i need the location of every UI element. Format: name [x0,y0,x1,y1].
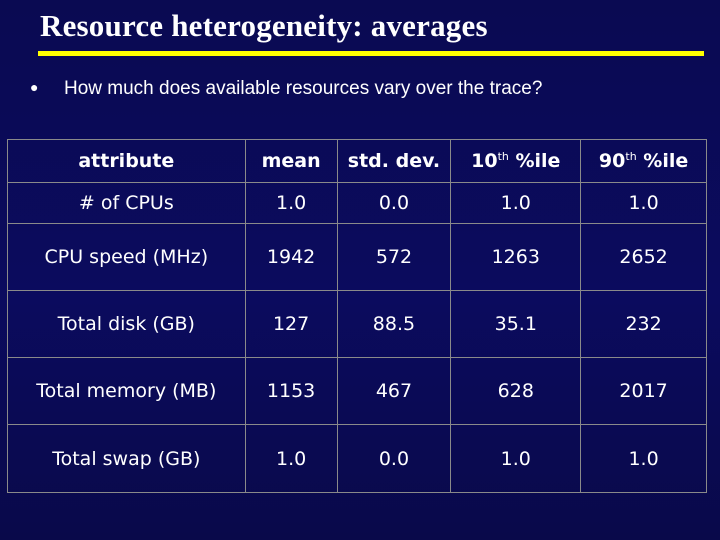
cell-mean: 127 [244,290,338,358]
header-10th-number: 10 [471,150,498,172]
cell-attribute: CPU speed (MHz) [7,223,246,291]
cell-mean: 1.0 [244,182,338,224]
cell-10th-percentile: 1.0 [450,424,582,493]
cell-90th-percentile: 1.0 [580,424,707,493]
cell-10th-percentile: 1263 [450,223,582,291]
cell-attribute: Total swap (GB) [7,424,246,493]
table-row: Total memory (MB) 1153 467 628 2017 [7,357,707,425]
cell-stddev: 0.0 [336,424,452,493]
header-10th-label: %ile [508,150,561,172]
title-underline [38,51,704,56]
cell-attribute: # of CPUs [7,182,246,224]
cell-mean: 1942 [244,223,338,291]
cell-90th-percentile: 2652 [580,223,707,291]
cell-stddev: 467 [336,357,452,425]
bullet-icon: ● [30,79,39,95]
header-10th-percentile: 10th %ile [450,139,582,183]
cell-mean: 1153 [244,357,338,425]
cell-attribute: Total memory (MB) [7,357,246,425]
header-attribute: attribute [7,139,246,183]
cell-stddev: 0.0 [336,182,452,224]
table-header-row: attribute mean std. dev. 10th %ile 90th … [7,139,707,183]
bullet-item: ● How much does available resources vary … [30,78,542,100]
cell-90th-percentile: 2017 [580,357,707,425]
bullet-text: How much does available resources vary o… [64,78,543,99]
cell-stddev: 572 [336,223,452,291]
cell-mean: 1.0 [244,424,338,493]
cell-90th-percentile: 232 [580,290,707,358]
header-90th-suffix: th [625,150,637,163]
header-90th-label: %ile [636,150,689,172]
slide-title: Resource heterogeneity: averages [40,8,488,43]
table-row: # of CPUs 1.0 0.0 1.0 1.0 [7,182,707,224]
cell-attribute: Total disk (GB) [7,290,246,358]
resource-table: attribute mean std. dev. 10th %ile 90th … [7,139,707,493]
header-mean: mean [244,139,338,183]
cell-10th-percentile: 1.0 [450,182,582,224]
cell-10th-percentile: 628 [450,357,582,425]
table-row: Total swap (GB) 1.0 0.0 1.0 1.0 [7,424,707,493]
table-row: CPU speed (MHz) 1942 572 1263 2652 [7,223,707,291]
header-90th-number: 90 [598,150,626,172]
header-10th-suffix: th [497,150,509,163]
header-stddev: std. dev. [336,139,452,183]
header-90th-percentile: 90th %ile [580,139,707,183]
cell-stddev: 88.5 [336,290,452,358]
cell-10th-percentile: 35.1 [450,290,582,358]
cell-90th-percentile: 1.0 [580,182,707,224]
table-row: Total disk (GB) 127 88.5 35.1 232 [7,290,707,358]
